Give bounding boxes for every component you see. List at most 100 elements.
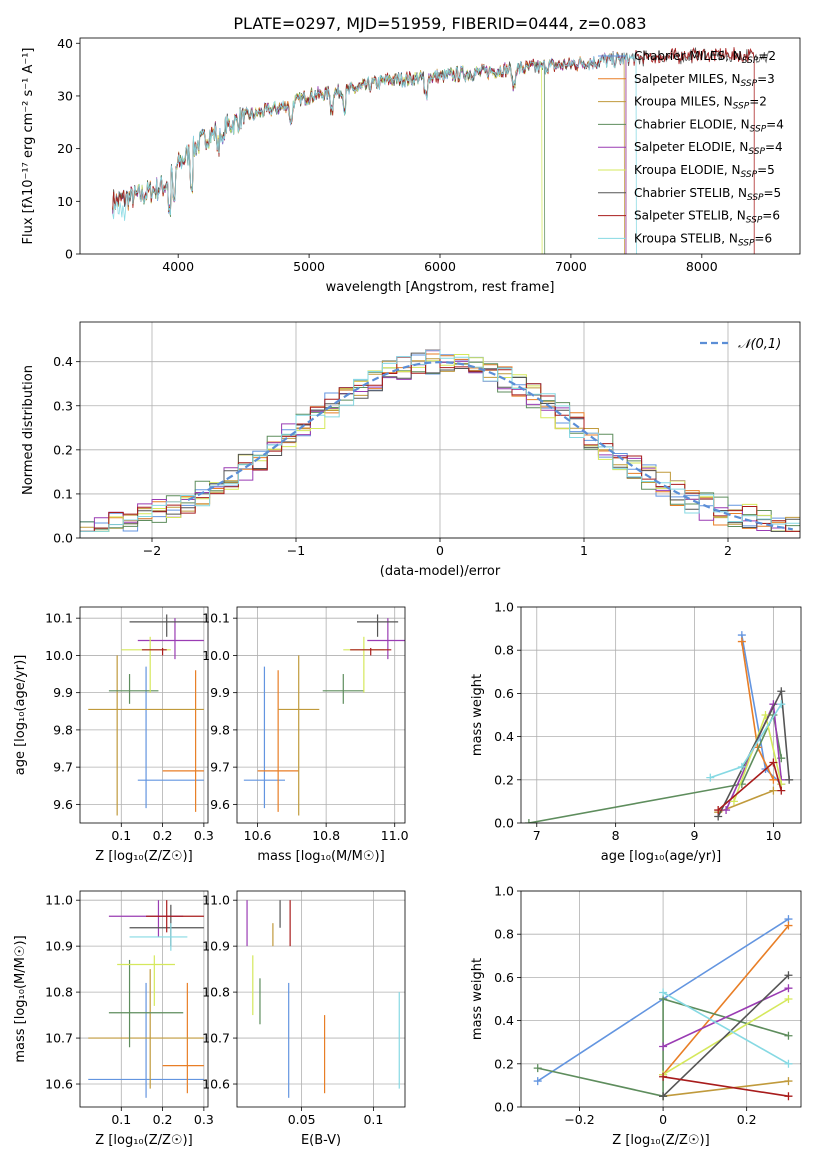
weight-marker — [784, 971, 793, 980]
legend-entry: Chabrier ELODIE, NSSP=4 — [634, 117, 784, 134]
y-tick-label: 1.0 — [494, 600, 514, 615]
y-tick-label: 0.8 — [494, 927, 514, 942]
x-tick-label: −1 — [287, 543, 305, 558]
y-tick-label: 10.7 — [202, 1031, 230, 1046]
x-tick-label: 0.1 — [111, 828, 131, 843]
weight-marker — [729, 797, 738, 806]
axes-frame — [520, 606, 802, 824]
axes-frame — [236, 606, 406, 824]
x-tick-label: 2 — [724, 543, 732, 558]
weight-marker — [659, 1072, 668, 1081]
y-tick-label: 0.2 — [53, 442, 73, 457]
weight-series-3 — [663, 1080, 789, 1097]
x-tick-label: 11.0 — [381, 828, 409, 843]
weight-marker — [777, 786, 786, 795]
y-tick-label: 20 — [57, 141, 73, 156]
legend-entry: Chabrier MILES, NSSP=2 — [634, 49, 776, 66]
y-tick-label: 0.0 — [494, 1100, 514, 1115]
legend-entry: Kroupa MILES, NSSP=2 — [634, 95, 767, 112]
y-tick-label: 0.4 — [494, 729, 514, 744]
legend-entry: Salpeter STELIB, NSSP=6 — [634, 209, 780, 226]
axes-frame — [520, 890, 802, 1108]
weight-marker — [769, 786, 778, 795]
x-tick-label: 0.2 — [737, 1112, 757, 1127]
mass-vs-metallicity-panel: 0.1 0.2 0.3 10.6 10.7 10.8 10.9 11.0 Z [log₁₀(Z/… — [13, 890, 214, 1148]
weight-marker — [784, 1092, 793, 1101]
weight-marker — [777, 700, 786, 709]
x-tick-label: 0.3 — [194, 828, 214, 843]
y-tick-label: 0.0 — [53, 531, 73, 546]
y-tick-label: 10.6 — [45, 1077, 73, 1092]
y-tick-label: 0.6 — [494, 686, 514, 701]
weight-marker — [524, 819, 533, 823]
x-tick-label: 6000 — [424, 259, 456, 274]
age-vs-metallicity-panel: 0.1 0.2 0.3 9.6 9.7 9.8 9.9 10.0 10.1 Z [log₁₀(Z/… — [13, 606, 214, 864]
x-tick-label: 10.8 — [312, 828, 340, 843]
weight-marker — [785, 775, 794, 784]
y-tick-label: 0.2 — [494, 1056, 514, 1071]
y-tick-label: 0.4 — [53, 354, 73, 369]
y-tick-label: 9.7 — [210, 760, 230, 775]
y-tick-label: 10 — [57, 194, 73, 209]
plot-area — [243, 614, 405, 816]
y-tick-label: 9.6 — [53, 797, 73, 812]
weight-marker — [706, 773, 715, 782]
x-tick-label: 0.2 — [153, 828, 173, 843]
weight-marker — [714, 806, 723, 815]
x-axis-label: wavelength [Angstrom, rest frame] — [326, 280, 555, 295]
x-tick-label: −0.2 — [564, 1112, 594, 1127]
spectrum-series-kroupa-stelib — [112, 51, 637, 254]
x-tick-label: 0.3 — [194, 1112, 214, 1127]
y-tick-label: 40 — [57, 36, 73, 51]
weight-marker — [784, 921, 793, 930]
y-tick-label: 10.6 — [202, 1077, 230, 1092]
figure-title: PLATE=0297, MJD=51959, FIBERID=0444, z=0… — [233, 14, 646, 33]
y-tick-label: 0 — [65, 247, 73, 262]
spectrum-series-kroupa-elodie — [112, 59, 543, 254]
plot-area — [112, 47, 770, 254]
y-tick-label: 9.6 — [210, 797, 230, 812]
y-tick-label: 9.9 — [210, 685, 230, 700]
axes-frame — [79, 890, 209, 1108]
y-tick-label: 1.0 — [494, 884, 514, 899]
plot-area — [524, 631, 794, 823]
y-axis-label: mass weight — [470, 958, 485, 1040]
y-tick-label: 9.8 — [210, 722, 230, 737]
plot-area — [88, 614, 204, 816]
y-tick-label: 0.3 — [53, 398, 73, 413]
weight-marker — [769, 758, 778, 767]
weight-marker — [784, 1077, 793, 1086]
x-tick-label: 7 — [533, 828, 541, 843]
y-tick-label: 10.1 — [45, 611, 73, 626]
x-axis-label: mass [log₁₀(M/M☉)] — [257, 849, 384, 864]
x-tick-label: 0.1 — [363, 1112, 383, 1127]
weight-marker — [769, 775, 778, 784]
legend-entry: Chabrier STELIB, NSSP=5 — [634, 186, 781, 203]
plot-area — [533, 915, 793, 1101]
weight-marker — [737, 762, 746, 771]
x-tick-label: 10.6 — [244, 828, 272, 843]
age-vs-mass-panel: 10.6 10.8 11.0 9.6 9.7 9.8 9.9 10.0 10.1 mass [lo… — [202, 606, 409, 864]
y-tick-label: 9.9 — [53, 685, 73, 700]
weight-marker — [659, 1042, 668, 1051]
y-tick-label: 0.6 — [494, 970, 514, 985]
x-tick-label: 9 — [691, 828, 699, 843]
y-tick-label: 30 — [57, 88, 73, 103]
y-tick-label: 11.0 — [45, 893, 73, 908]
y-tick-label: 10.7 — [45, 1031, 73, 1046]
weight-series-5 — [662, 987, 789, 1048]
weight-marker — [777, 687, 786, 696]
plot-area — [88, 900, 204, 1098]
y-tick-label: 9.7 — [53, 760, 73, 775]
axes-frame — [79, 606, 209, 824]
y-axis-label: age [log₁₀(age/yr)] — [13, 655, 28, 776]
histogram-kroupa-stelib — [80, 349, 800, 538]
spectrum-legend: Chabrier MILES, NSSP=2 Salpeter MILES, NS… — [598, 49, 784, 248]
x-tick-label: 1 — [580, 543, 588, 558]
x-axis-label: age [log₁₀(age/yr)] — [601, 849, 722, 864]
y-tick-label: 10.0 — [45, 648, 73, 663]
x-axis-label: Z [log₁₀(Z/Z☉)] — [95, 1133, 192, 1148]
weight-series-8 — [662, 1076, 789, 1097]
x-tick-label: 0.05 — [288, 1112, 316, 1127]
x-tick-label: 10 — [765, 828, 781, 843]
